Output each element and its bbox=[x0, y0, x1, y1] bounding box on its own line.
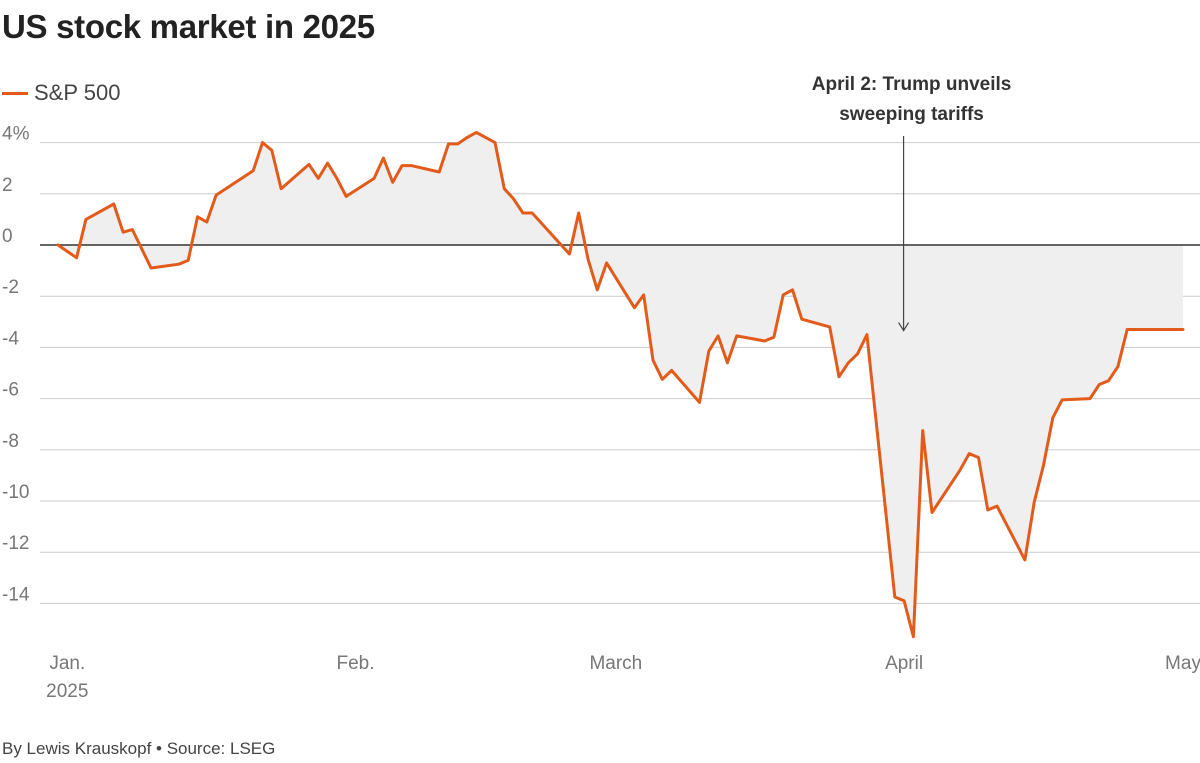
y-tick-label: -14 bbox=[2, 584, 30, 605]
footer-credit: By Lewis Krauskopf • Source: LSEG bbox=[2, 739, 276, 758]
line-chart: 4% 2 0 -2 -4 -6 -8 -10 -12 -14 Jan. 2025 Feb. March A… bbox=[2, 74, 1200, 702]
legend-label: S&P 500 bbox=[34, 80, 121, 105]
sp500-line bbox=[56, 130, 1185, 639]
x-tick-label: March bbox=[589, 653, 642, 674]
y-tick-label: 2 bbox=[2, 175, 13, 196]
area-fill bbox=[58, 132, 1183, 637]
chart-title: US stock market in 2025 bbox=[2, 8, 375, 45]
legend-line-swatch bbox=[2, 91, 28, 95]
x-tick-label: Jan. bbox=[49, 653, 85, 674]
y-tick-label: -6 bbox=[2, 380, 19, 401]
legend: S&P 500 bbox=[2, 80, 120, 106]
annotation-arrowhead bbox=[898, 322, 910, 332]
y-tick-label: -4 bbox=[2, 328, 19, 349]
y-tick-label: -8 bbox=[2, 431, 19, 452]
y-axis: 4% 2 0 -2 -4 -6 -8 -10 -12 -14 bbox=[2, 124, 30, 606]
annotation-text: sweeping tariffs bbox=[839, 104, 984, 125]
annotation-text: April 2: Trump unveils bbox=[812, 74, 1012, 95]
y-tick-label: -10 bbox=[2, 482, 29, 503]
y-tick-label: 4% bbox=[2, 124, 30, 145]
y-tick-label: -2 bbox=[2, 277, 19, 298]
x-tick-sublabel: 2025 bbox=[46, 681, 88, 702]
x-tick-label: April bbox=[885, 653, 923, 674]
x-tick-label: Feb. bbox=[337, 653, 375, 674]
x-axis: Jan. 2025 Feb. March April May bbox=[46, 653, 1200, 702]
y-tick-label: -12 bbox=[2, 533, 29, 554]
y-tick-label: 0 bbox=[2, 226, 13, 247]
x-tick-label: May bbox=[1165, 653, 1200, 674]
annotation: April 2: Trump unveils sweeping tariffs bbox=[812, 74, 1012, 332]
